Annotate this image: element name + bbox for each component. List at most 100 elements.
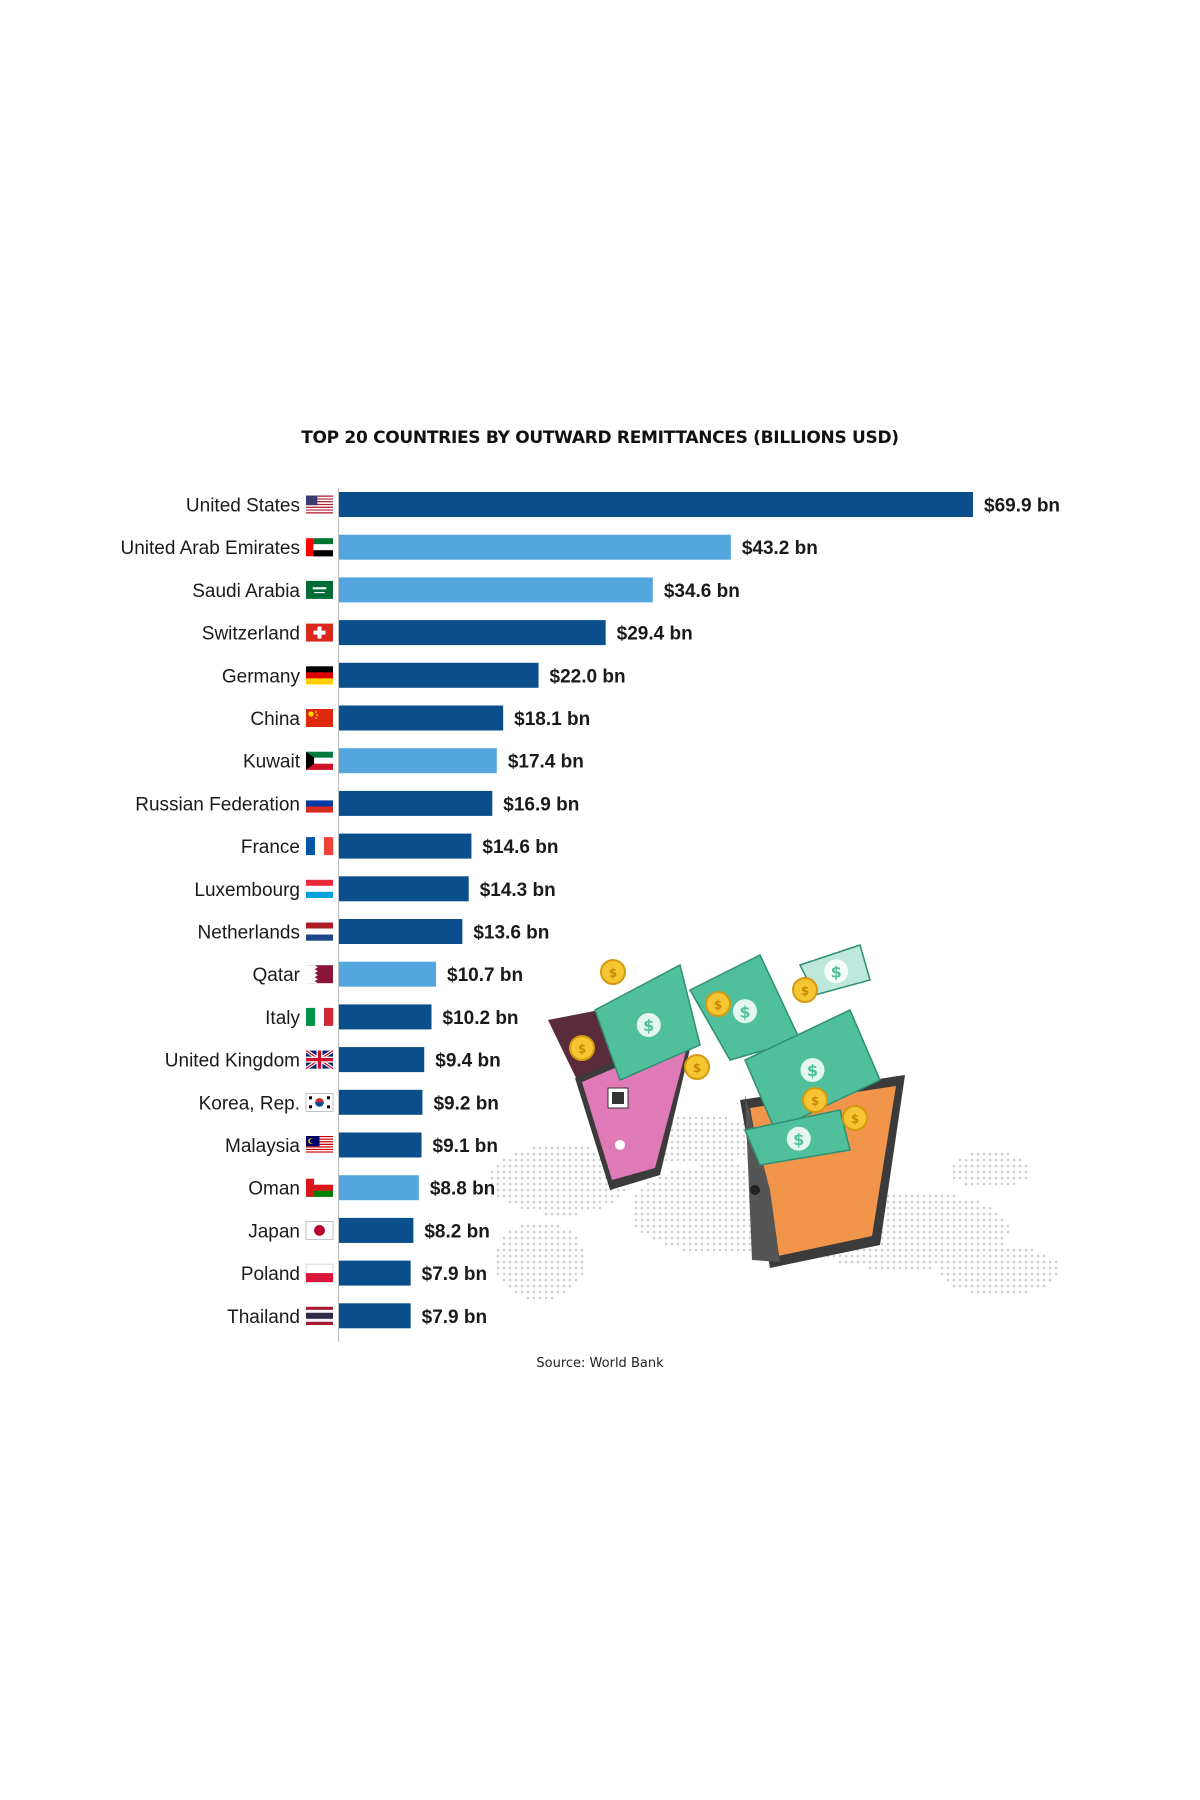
coin-icon: $ [705,991,731,1017]
bar [339,833,472,859]
bar [339,577,653,603]
flag-kw-icon [306,751,333,770]
value-label: $7.9 bn [422,1264,487,1285]
bar-row: United Arab Emirates $43.2 bn [120,534,818,560]
coin-icon: $ [600,959,626,985]
flag-jp-icon [305,1221,334,1240]
bar [339,1004,432,1030]
value-label: $17.4 bn [508,752,584,773]
bar-row: Kuwait $17.4 bn [243,748,584,774]
value-label: $9.1 bn [433,1136,498,1157]
bar-row: Thailand $7.9 bn [227,1303,487,1329]
value-label: $13.6 bn [473,923,549,944]
flag-lu-icon [306,879,333,898]
value-label: $18.1 bn [514,709,590,730]
category-label: Russian Federation [135,794,300,815]
bar-row: Qatar $10.7 bn [252,961,523,987]
flag-ru-icon [306,794,333,813]
bar-row: Luxembourg $14.3 bn [194,876,556,902]
bar [339,1089,423,1115]
coin-icon: $ [802,1087,828,1113]
bar-row: Japan $8.2 bn [248,1217,490,1243]
value-label: $69.9 bn [984,496,1060,517]
value-label: $34.6 bn [664,581,740,602]
bar-row: Switzerland $29.4 bn [202,620,693,646]
flag-us-icon [306,495,333,514]
banknote-icon: $ [743,1109,851,1166]
bar [339,1303,411,1329]
bar [339,876,469,902]
flag-pl-icon [305,1263,334,1283]
category-label: Kuwait [243,752,301,773]
flag-my-icon [306,1136,333,1154]
phones-wallets-money-illustration: $ $ $ $ $ $ $ $ $ $ $ $ [490,944,1058,1300]
coin-icon: $ [684,1054,710,1080]
svg-text:$: $ [851,1112,859,1126]
flag-th-icon [306,1306,333,1325]
svg-text:$: $ [693,1061,701,1075]
category-label: Poland [241,1264,300,1285]
value-label: $9.4 bn [435,1051,500,1072]
svg-text:$: $ [811,1094,819,1108]
category-label: Luxembourg [194,880,300,901]
bar [339,492,973,517]
value-label: $8.2 bn [424,1221,489,1242]
svg-text:$: $ [807,1061,818,1080]
coin-icon: $ [842,1105,868,1131]
bar [339,748,497,774]
category-label: Thailand [227,1307,300,1328]
value-label: $9.2 bn [433,1093,498,1114]
bar [339,534,731,560]
bar-row: Oman $8.8 bn [248,1175,495,1201]
category-label: Malaysia [225,1136,300,1157]
category-label: Japan [248,1221,300,1242]
svg-text:$: $ [739,1002,750,1021]
flag-nl-icon [306,922,333,941]
category-label: United Arab Emirates [120,538,300,559]
category-label: Oman [248,1179,300,1200]
flag-sa-icon [306,580,333,599]
category-label: Netherlands [198,923,300,944]
flag-qa-icon [306,965,333,984]
bar [339,1175,419,1201]
flag-de-icon [306,666,333,685]
svg-text:$: $ [831,962,842,981]
category-label: Saudi Arabia [192,581,300,602]
svg-text:$: $ [793,1130,804,1149]
bar [339,790,493,816]
category-label: Germany [222,666,301,687]
source-note: Source: World Bank [536,1356,664,1371]
bar [339,662,539,688]
banknote-icon: $ [744,1008,881,1132]
bar [339,1132,422,1158]
bar-row: China $18.1 bn [250,705,590,731]
bar [339,1260,411,1286]
svg-text:$: $ [578,1042,586,1056]
bar [339,620,606,646]
category-label: United States [186,496,300,517]
bar [339,705,504,731]
category-label: Korea, Rep. [199,1093,300,1114]
bar-row: Malaysia $9.1 bn [225,1132,498,1158]
coin-icon: $ [569,1035,595,1061]
bar-row: Russian Federation $16.9 bn [135,790,579,816]
bar-row: Netherlands $13.6 bn [198,919,549,944]
bar-row: United States $69.9 bn [186,492,1060,517]
svg-text:$: $ [714,998,722,1012]
banknote-icon: $ [688,953,802,1061]
flag-ae-icon [306,538,333,557]
category-label: China [250,709,300,730]
bar [339,1217,414,1243]
category-label: Italy [265,1008,300,1029]
value-label: $29.4 bn [617,624,693,645]
bar [339,961,437,987]
flag-ch-icon [306,623,333,642]
bar-row: Poland $7.9 bn [241,1260,487,1286]
svg-text:$: $ [643,1016,654,1035]
bar-row: United Kingdom $9.4 bn [165,1047,501,1073]
svg-text:$: $ [609,966,617,980]
pink-phone-icon [548,1006,695,1190]
value-label: $10.2 bn [443,1008,519,1029]
value-label: $16.9 bn [503,794,579,815]
